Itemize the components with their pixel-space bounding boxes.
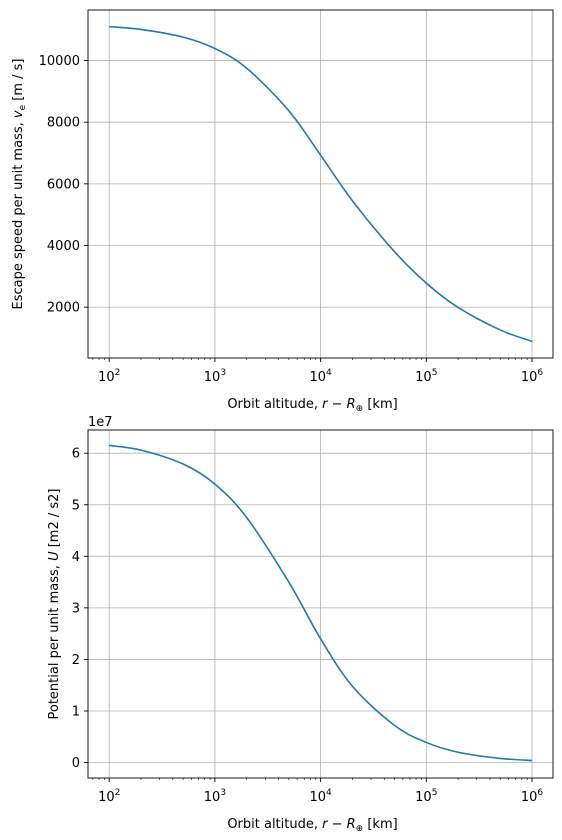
x-tick-base: 10 — [204, 370, 221, 385]
y-tick-label: 6000 — [47, 177, 80, 192]
x-tick-base: 10 — [98, 790, 115, 805]
x-tick-exponent: 5 — [432, 788, 438, 798]
y-tick-label: 2000 — [47, 301, 80, 316]
x-tick-label: 105 — [415, 368, 437, 385]
y-tick-label: 1 — [72, 704, 80, 719]
x-axis-label-text: Orbit altitude, — [227, 397, 322, 412]
x-tick-exponent: 4 — [326, 788, 332, 798]
x-axis-label-symbol: r − R — [322, 397, 356, 412]
x-tick-base: 10 — [415, 790, 432, 805]
x-tick-exponent: 3 — [220, 368, 226, 378]
x-tick-base: 10 — [204, 790, 221, 805]
x-axis-label-symbol: r − R — [322, 817, 356, 832]
x-tick-base: 10 — [309, 370, 326, 385]
x-tick-label: 106 — [521, 788, 544, 805]
y-axis-label-symbol: U — [47, 551, 62, 561]
x-tick-base: 10 — [309, 790, 326, 805]
y-tick-label: 2 — [72, 653, 80, 668]
x-axis-label: Orbit altitude, r − R⊕ [km] — [227, 397, 397, 414]
y-tick-label: 5 — [72, 498, 80, 513]
x-tick-exponent: 6 — [537, 368, 543, 378]
x-tick-label: 103 — [204, 788, 226, 805]
x-axis-label-subscript: ⊕ — [356, 404, 364, 414]
y-offset-label: 1e7 — [88, 415, 113, 430]
y-tick-label: 8000 — [47, 116, 80, 131]
x-tick-exponent: 5 — [432, 368, 438, 378]
data-line — [109, 25, 533, 343]
x-axis-label-subscript: ⊕ — [356, 824, 364, 834]
y-tick-label: 4 — [72, 550, 80, 565]
x-tick-label: 105 — [415, 788, 437, 805]
y-axis-label-unit: [m2 / s2] — [47, 489, 62, 552]
x-tick-label: 102 — [98, 368, 120, 385]
x-tick-label: 103 — [204, 368, 226, 385]
x-tick-exponent: 2 — [115, 788, 121, 798]
x-tick-exponent: 4 — [326, 368, 332, 378]
y-tick-label: 10000 — [39, 54, 80, 69]
x-axis-label-unit: [km] — [363, 397, 397, 412]
x-tick-base: 10 — [98, 370, 115, 385]
x-tick-label: 102 — [98, 788, 120, 805]
x-tick-label: 106 — [521, 368, 544, 385]
y-axis-label: Escape speed per unit mass, ve [m / s] — [11, 59, 28, 310]
x-tick-label: 104 — [309, 788, 332, 805]
x-tick-exponent: 3 — [220, 788, 226, 798]
y-axis-label-text: Potential per unit mass, — [47, 561, 62, 720]
y-axis-label-subscript: e — [18, 104, 28, 110]
y-tick-label: 0 — [72, 756, 80, 771]
x-tick-exponent: 6 — [537, 788, 543, 798]
x-tick-exponent: 2 — [115, 368, 121, 378]
x-tick-label: 104 — [309, 368, 332, 385]
y-tick-label: 4000 — [47, 239, 80, 254]
x-tick-base: 10 — [521, 370, 538, 385]
y-axis-label: Potential per unit mass, U [m2 / s2] — [47, 489, 62, 720]
y-tick-label: 3 — [72, 601, 80, 616]
y-axis-label-unit: [m / s] — [11, 59, 26, 105]
escape-speed-plot: 102 103 104 105 106200040006000800010000Orbi… — [11, 9, 554, 414]
data-line — [109, 444, 533, 762]
x-axis-label-text: Orbit altitude, — [227, 817, 322, 832]
x-axis-label-unit: [km] — [363, 817, 397, 832]
y-axis-label-symbol: v — [11, 110, 26, 118]
y-tick-label: 6 — [72, 447, 80, 462]
y-axis-label-text: Escape speed per unit mass, — [11, 118, 26, 309]
x-tick-base: 10 — [415, 370, 432, 385]
x-axis-label: Orbit altitude, r − R⊕ [km] — [227, 817, 397, 834]
x-tick-base: 10 — [521, 790, 538, 805]
